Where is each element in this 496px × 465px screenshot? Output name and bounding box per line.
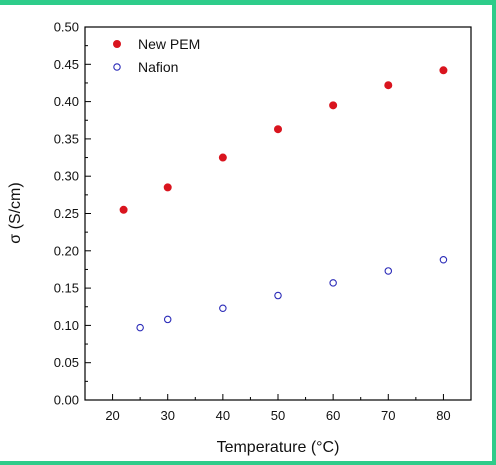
x-tick-label: 80	[436, 408, 450, 423]
y-tick-label: 0.40	[54, 94, 79, 109]
legend-label-nafion: Nafion	[138, 59, 178, 75]
point-new-pem-4	[330, 102, 337, 109]
y-tick-label: 0.15	[54, 281, 79, 296]
y-tick-label: 0.25	[54, 206, 79, 221]
y-tick-label: 0.50	[54, 20, 79, 35]
x-tick-label: 70	[381, 408, 395, 423]
x-tick-label: 20	[105, 408, 119, 423]
x-tick-label: 50	[271, 408, 285, 423]
y-tick-label: 0.35	[54, 131, 79, 146]
x-tick-label: 60	[326, 408, 340, 423]
legend-label-new-pem: New PEM	[138, 36, 200, 52]
legend-marker-new-pem	[113, 40, 120, 47]
point-new-pem-5	[385, 82, 392, 89]
y-tick-label: 0.20	[54, 243, 79, 258]
point-new-pem-6	[440, 67, 447, 74]
y-tick-label: 0.30	[54, 169, 79, 184]
y-tick-label: 0.00	[54, 393, 79, 408]
y-tick-label: 0.45	[54, 57, 79, 72]
x-tick-label: 40	[216, 408, 230, 423]
x-tick-label: 30	[160, 408, 174, 423]
plot-area	[85, 27, 471, 400]
point-new-pem-3	[274, 126, 281, 133]
y-axis-title: σ (S/cm)	[7, 182, 24, 243]
point-new-pem-2	[219, 154, 226, 161]
y-tick-label: 0.10	[54, 318, 79, 333]
x-axis-title: Temperature (°C)	[217, 439, 340, 456]
scatter-chart: 0.00 0.05 0.10 0.15 0.20 0.25 0.30 0.35 0.40 0.45…	[0, 5, 492, 461]
point-new-pem-0	[120, 206, 127, 213]
y-tick-label: 0.05	[54, 355, 79, 370]
point-new-pem-1	[164, 184, 171, 191]
